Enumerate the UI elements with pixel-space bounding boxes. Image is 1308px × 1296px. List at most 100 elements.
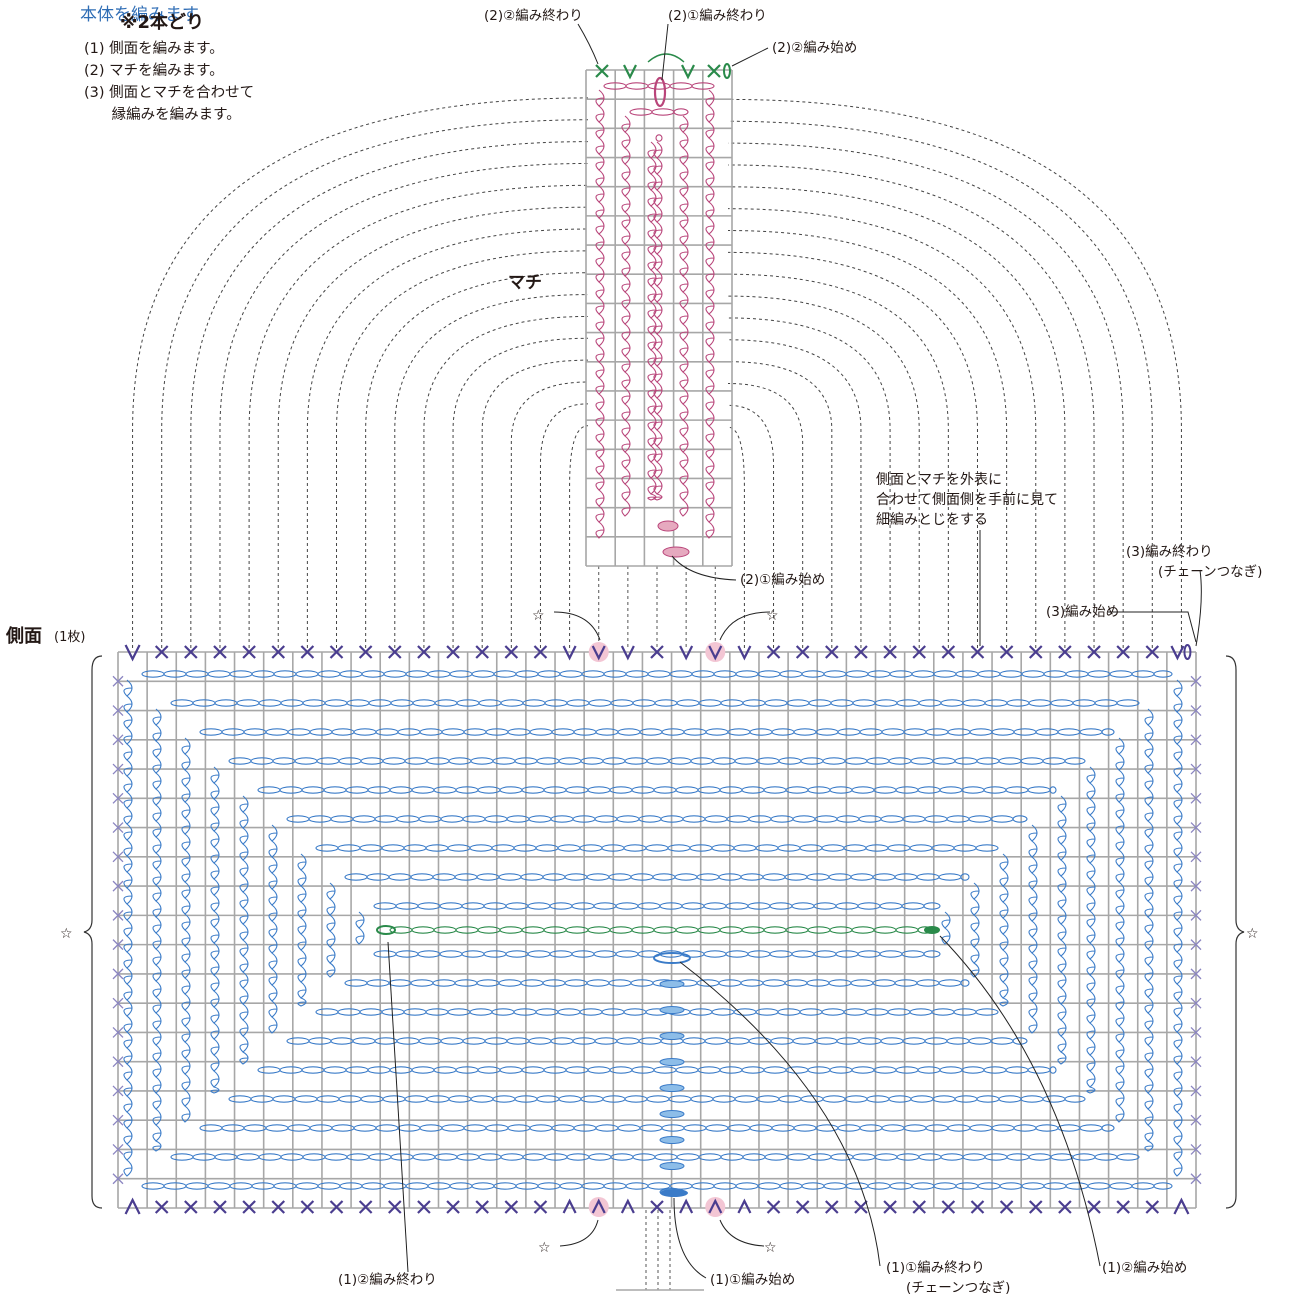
side-round-bottom-stitch: [735, 1182, 759, 1190]
edge-v-stitch: [708, 1198, 723, 1214]
side-round-top-stitch: [763, 786, 787, 794]
machi-right-stitch: [705, 489, 715, 507]
side-round-top-stitch: [207, 670, 231, 678]
side-round-top-stitch: [704, 815, 728, 823]
side-round-bottom-stitch: [836, 1037, 860, 1045]
side-round-top-stitch: [639, 728, 663, 736]
side-round-bottom-stitch: [778, 1095, 802, 1103]
side-round-left-stitch: [210, 1070, 220, 1088]
side-round-bottom-stitch: [595, 1124, 619, 1132]
side-round-right-stitch: [1028, 856, 1038, 874]
edge-v-stitch: [591, 645, 606, 661]
side-round-right-stitch: [1086, 974, 1096, 992]
side-round-top-stitch: [735, 670, 759, 678]
side-round-top-stitch: [542, 873, 566, 881]
side-round-right-stitch: [1144, 756, 1154, 774]
side-round-top-stitch: [654, 699, 678, 707]
side-round-bottom-stitch: [412, 1153, 436, 1161]
side-round-top-stitch: [507, 728, 531, 736]
machi-left-stitch: [595, 185, 605, 203]
side-round-left-stitch: [152, 1060, 162, 1078]
side-round-right-stitch: [1086, 1070, 1096, 1088]
side-round-left-stitch: [123, 743, 133, 761]
side-round-bottom-stitch: [557, 1008, 581, 1016]
side-round-right-stitch: [1173, 919, 1183, 937]
dashed-arc: [727, 186, 1066, 648]
side-edge-x-left: [112, 1173, 124, 1185]
side-edge-x-left: [112, 1144, 124, 1155]
edge-x-stitch: [388, 1200, 402, 1214]
label-1-2-end: (1)②編み終わり: [338, 1272, 437, 1288]
side-round-top-stitch: [272, 757, 296, 765]
edge-v-stitch: [737, 645, 752, 661]
edge-x-stitch: [941, 645, 956, 659]
side-round-bottom-stitch: [1153, 1182, 1173, 1190]
side-round-top-stitch: [703, 902, 727, 910]
side-round-right-stitch: [1086, 782, 1096, 800]
side-round-left-stitch: [355, 927, 365, 945]
side-round-right-stitch: [1028, 920, 1038, 938]
side-round-left-stitch: [181, 833, 191, 851]
machi-left-stitch: [647, 493, 657, 501]
side-round-left-stitch: [152, 964, 162, 982]
side-round-top-stitch: [1027, 786, 1051, 794]
edge-x-stitch: [300, 645, 315, 659]
side-round-bottom-stitch: [395, 950, 419, 958]
side-round-left-stitch: [210, 878, 220, 896]
side-round-top-stitch: [1079, 728, 1103, 736]
side-round-right-stitch: [1144, 804, 1154, 822]
side-round-bottom-stitch: [998, 1095, 1022, 1103]
side-round-bottom-stitch: [337, 1008, 361, 1016]
side-round-right-stitch: [1086, 910, 1096, 928]
edge-x-stitch: [999, 645, 1014, 659]
side-round-top-stitch: [881, 728, 905, 736]
side-round-top-stitch: [792, 815, 816, 823]
side-round-top-stitch: [711, 844, 735, 852]
side-round-top-stitch: [917, 786, 941, 794]
side-round-bottom-stitch: [1065, 1182, 1089, 1190]
side-round-top-stitch: [1050, 699, 1074, 707]
side-round-left-stitch: [181, 801, 191, 819]
side-round-bottom-stitch: [1013, 1124, 1037, 1132]
side-round-bottom-stitch: [498, 979, 522, 987]
side-round-bottom-stitch: [295, 1182, 319, 1190]
side-edge-x-right: [1190, 705, 1202, 716]
center-green-chain-stitch: [675, 926, 699, 934]
side-edge-x-left: [112, 1114, 124, 1126]
side-round-top-stitch: [515, 670, 539, 678]
side-round-bottom-stitch: [894, 979, 918, 987]
dashed-arc: [569, 425, 589, 648]
side-round-top-stitch: [381, 844, 405, 852]
side-round-top-stitch: [587, 786, 611, 794]
side-round-left-stitch: [210, 862, 220, 880]
side-round-right-stitch: [1115, 1073, 1125, 1091]
side-round-bottom-stitch: [353, 1124, 377, 1132]
side-round-left-stitch: [297, 933, 307, 951]
dashed-arc: [727, 98, 1182, 648]
machi-left-stitch: [595, 169, 605, 187]
side-panel-stitches: [123, 670, 1183, 1197]
machi-left-stitch: [621, 371, 631, 389]
side-round-top-stitch: [579, 844, 603, 852]
side-round-top-stitch: [923, 902, 941, 910]
edge-stitches: [112, 53, 1202, 1217]
diagram-labels: マチ 側面 (1枚) 側面とマチを外表に 合わせて側面側を手前に見て 細編みとじ…: [5, 8, 1262, 1296]
side-round-bottom-stitch: [272, 1095, 296, 1103]
side-round-right-stitch: [1057, 987, 1067, 1005]
side-round-top-stitch: [573, 728, 597, 736]
side-round-bottom-stitch: [896, 1153, 920, 1161]
side-round-top-stitch: [432, 873, 456, 881]
side-round-right-stitch: [1173, 1127, 1183, 1145]
edge-x-stitch: [504, 1200, 519, 1214]
side-edge-x-right: [1190, 1056, 1202, 1068]
side-edge-x-right: [1190, 997, 1202, 1009]
side-round-top-stitch: [344, 873, 368, 881]
edge-x-stitch: [184, 645, 198, 659]
side-round-bottom-stitch: [366, 979, 390, 987]
side-round-right-stitch: [1173, 903, 1183, 921]
side-round-top-stitch: [527, 902, 551, 910]
side-round-bottom-stitch: [938, 979, 962, 987]
side-round-bottom-stitch: [829, 1066, 853, 1074]
side-round-bottom-stitch: [1116, 1153, 1140, 1161]
side-round-top-stitch: [799, 844, 823, 852]
